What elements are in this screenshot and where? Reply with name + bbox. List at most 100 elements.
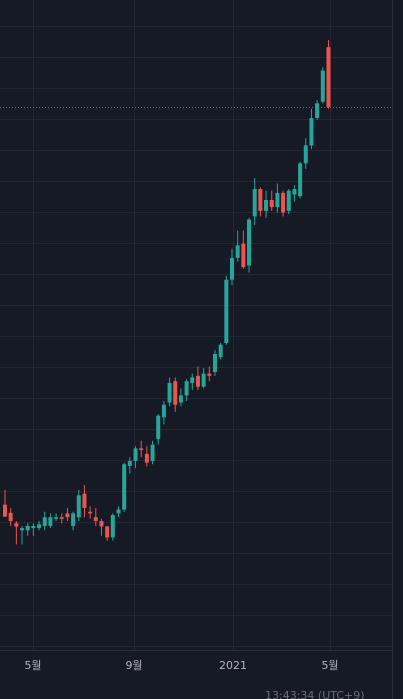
candle-up[interactable] bbox=[224, 275, 229, 345]
candle-down[interactable] bbox=[105, 525, 110, 541]
candle-up[interactable] bbox=[309, 108, 314, 150]
candle-down[interactable] bbox=[326, 40, 331, 109]
candle-up[interactable] bbox=[127, 457, 132, 474]
candle-down[interactable] bbox=[139, 440, 144, 458]
candle-down[interactable] bbox=[99, 518, 104, 536]
candles-layer bbox=[3, 40, 331, 545]
candle-down[interactable] bbox=[241, 230, 246, 269]
candle-body bbox=[3, 504, 7, 517]
candle-body bbox=[14, 523, 19, 527]
candle-up[interactable] bbox=[133, 446, 138, 469]
candle-up[interactable] bbox=[25, 523, 30, 536]
candle-body bbox=[37, 524, 42, 529]
candle-up[interactable] bbox=[320, 67, 325, 104]
candle-up[interactable] bbox=[178, 388, 183, 407]
candle-up[interactable] bbox=[212, 350, 217, 376]
candle-up[interactable] bbox=[235, 230, 240, 262]
candle-body bbox=[190, 377, 195, 383]
candle-body bbox=[110, 515, 115, 538]
candle-body bbox=[269, 199, 274, 208]
candle-body bbox=[31, 525, 36, 529]
candle-body bbox=[207, 373, 212, 376]
candle-up[interactable] bbox=[292, 185, 297, 202]
chart-grid bbox=[0, 0, 392, 650]
candle-body bbox=[65, 513, 70, 518]
candle-down[interactable] bbox=[14, 521, 19, 545]
candle-up[interactable] bbox=[298, 161, 303, 199]
candle-up[interactable] bbox=[110, 513, 115, 541]
candle-up[interactable] bbox=[150, 440, 155, 465]
candle-body bbox=[315, 103, 320, 119]
candle-body bbox=[212, 353, 217, 372]
candle-body bbox=[241, 243, 246, 268]
candle-body bbox=[178, 395, 183, 403]
candle-body bbox=[247, 219, 252, 266]
candle-down[interactable] bbox=[65, 507, 70, 522]
candle-up[interactable] bbox=[275, 183, 280, 213]
candle-down[interactable] bbox=[3, 489, 7, 517]
candle-body bbox=[133, 448, 138, 461]
candle-down[interactable] bbox=[173, 377, 178, 412]
candle-down[interactable] bbox=[82, 484, 87, 518]
candle-up[interactable] bbox=[71, 511, 76, 531]
candle-up[interactable] bbox=[230, 248, 234, 286]
candle-down[interactable] bbox=[93, 507, 98, 526]
candle-down[interactable] bbox=[281, 190, 286, 217]
candle-body bbox=[42, 517, 47, 526]
candle-down[interactable] bbox=[207, 366, 212, 382]
candle-up[interactable] bbox=[122, 462, 127, 512]
candle-body bbox=[8, 512, 13, 522]
candle-down[interactable] bbox=[144, 446, 149, 467]
candle-body bbox=[88, 511, 93, 514]
candle-body bbox=[127, 460, 132, 466]
candle-up[interactable] bbox=[54, 513, 59, 522]
candle-down[interactable] bbox=[195, 366, 200, 390]
candle-up[interactable] bbox=[48, 513, 53, 529]
candle-up[interactable] bbox=[156, 414, 161, 445]
candle-body bbox=[161, 404, 166, 418]
candle-down[interactable] bbox=[59, 513, 64, 524]
candle-body bbox=[281, 192, 286, 213]
candle-up[interactable] bbox=[190, 373, 195, 390]
candle-down[interactable] bbox=[258, 187, 263, 217]
candle-up[interactable] bbox=[167, 377, 172, 407]
candle-up[interactable] bbox=[286, 189, 291, 215]
candle-body bbox=[71, 513, 76, 526]
candle-down[interactable] bbox=[88, 506, 93, 519]
candle-up[interactable] bbox=[161, 400, 166, 425]
candle-body bbox=[326, 47, 331, 108]
candle-body bbox=[235, 245, 240, 258]
candle-up[interactable] bbox=[116, 506, 121, 518]
candle-up[interactable] bbox=[264, 190, 269, 218]
candle-up[interactable] bbox=[42, 511, 47, 531]
candle-body bbox=[54, 517, 59, 519]
candle-body bbox=[25, 525, 30, 531]
candle-up[interactable] bbox=[303, 138, 308, 169]
candle-up[interactable] bbox=[37, 521, 42, 531]
candle-up[interactable] bbox=[184, 379, 189, 401]
candle-up[interactable] bbox=[247, 217, 252, 273]
x-tick-label: 5월 bbox=[321, 659, 338, 672]
candle-up[interactable] bbox=[218, 343, 223, 360]
candle-up[interactable] bbox=[20, 525, 25, 545]
candle-up[interactable] bbox=[252, 178, 257, 226]
candle-down[interactable] bbox=[8, 507, 13, 526]
candle-body bbox=[93, 517, 98, 522]
candle-body bbox=[167, 382, 172, 403]
candle-body bbox=[303, 145, 308, 164]
candle-body bbox=[309, 118, 314, 146]
x-tick-label: 5월 bbox=[24, 659, 41, 672]
candle-up[interactable] bbox=[201, 368, 206, 389]
candle-body bbox=[173, 381, 178, 405]
candle-up[interactable] bbox=[315, 100, 320, 120]
candle-body bbox=[320, 70, 325, 102]
time-axis[interactable]: 5월 9월 2021 5월 bbox=[24, 659, 338, 672]
candle-up[interactable] bbox=[31, 523, 36, 536]
candle-up[interactable] bbox=[76, 489, 81, 522]
candle-body bbox=[224, 279, 229, 344]
candle-body bbox=[298, 163, 303, 197]
candle-body bbox=[230, 257, 234, 280]
candle-down[interactable] bbox=[269, 190, 274, 211]
